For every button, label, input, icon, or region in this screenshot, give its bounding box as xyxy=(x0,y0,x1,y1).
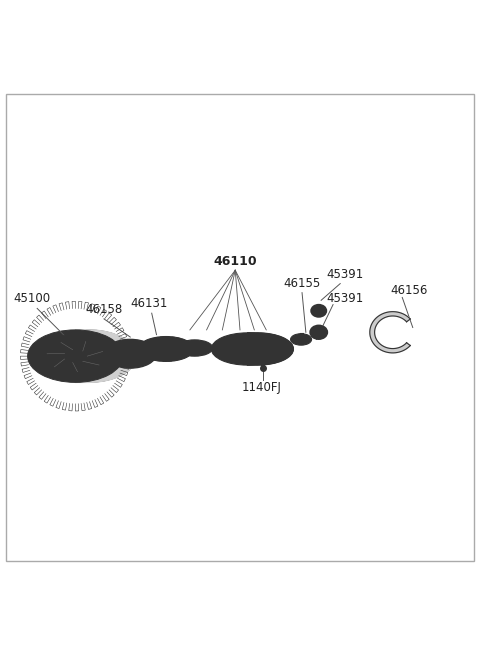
Ellipse shape xyxy=(314,307,323,314)
Circle shape xyxy=(255,333,260,338)
Ellipse shape xyxy=(177,340,213,356)
Ellipse shape xyxy=(138,337,194,362)
Text: 46158: 46158 xyxy=(85,303,122,316)
Ellipse shape xyxy=(222,333,293,365)
Circle shape xyxy=(255,360,260,365)
Ellipse shape xyxy=(36,335,115,378)
Polygon shape xyxy=(370,312,410,353)
Circle shape xyxy=(285,346,290,351)
Text: 46110: 46110 xyxy=(214,255,257,268)
Ellipse shape xyxy=(249,345,266,353)
Text: 45391: 45391 xyxy=(326,291,364,305)
Ellipse shape xyxy=(290,333,312,345)
Ellipse shape xyxy=(63,350,87,363)
Ellipse shape xyxy=(47,341,104,372)
Ellipse shape xyxy=(182,343,207,354)
Text: 46155: 46155 xyxy=(283,277,321,290)
Text: 45391: 45391 xyxy=(326,268,364,281)
Polygon shape xyxy=(247,333,293,365)
Ellipse shape xyxy=(314,328,324,336)
Circle shape xyxy=(101,345,106,350)
Ellipse shape xyxy=(28,330,123,383)
Ellipse shape xyxy=(243,343,272,356)
Ellipse shape xyxy=(311,305,326,317)
Ellipse shape xyxy=(69,353,82,360)
Ellipse shape xyxy=(104,339,156,368)
Circle shape xyxy=(234,356,239,361)
Text: 46156: 46156 xyxy=(391,284,428,297)
Circle shape xyxy=(276,337,281,342)
Circle shape xyxy=(45,345,49,350)
Text: 1140FJ: 1140FJ xyxy=(241,381,281,394)
Text: 46131: 46131 xyxy=(131,297,168,310)
Circle shape xyxy=(101,363,106,367)
Circle shape xyxy=(234,337,239,342)
Circle shape xyxy=(276,356,281,361)
Ellipse shape xyxy=(157,345,175,353)
Circle shape xyxy=(45,363,49,367)
Ellipse shape xyxy=(55,345,96,367)
Circle shape xyxy=(73,336,78,341)
Ellipse shape xyxy=(110,343,150,365)
Ellipse shape xyxy=(231,337,284,361)
Ellipse shape xyxy=(310,326,327,339)
Text: 45100: 45100 xyxy=(14,291,51,305)
Ellipse shape xyxy=(211,333,283,365)
Ellipse shape xyxy=(149,341,183,356)
Circle shape xyxy=(73,371,78,377)
Circle shape xyxy=(225,346,230,351)
Polygon shape xyxy=(75,330,136,383)
